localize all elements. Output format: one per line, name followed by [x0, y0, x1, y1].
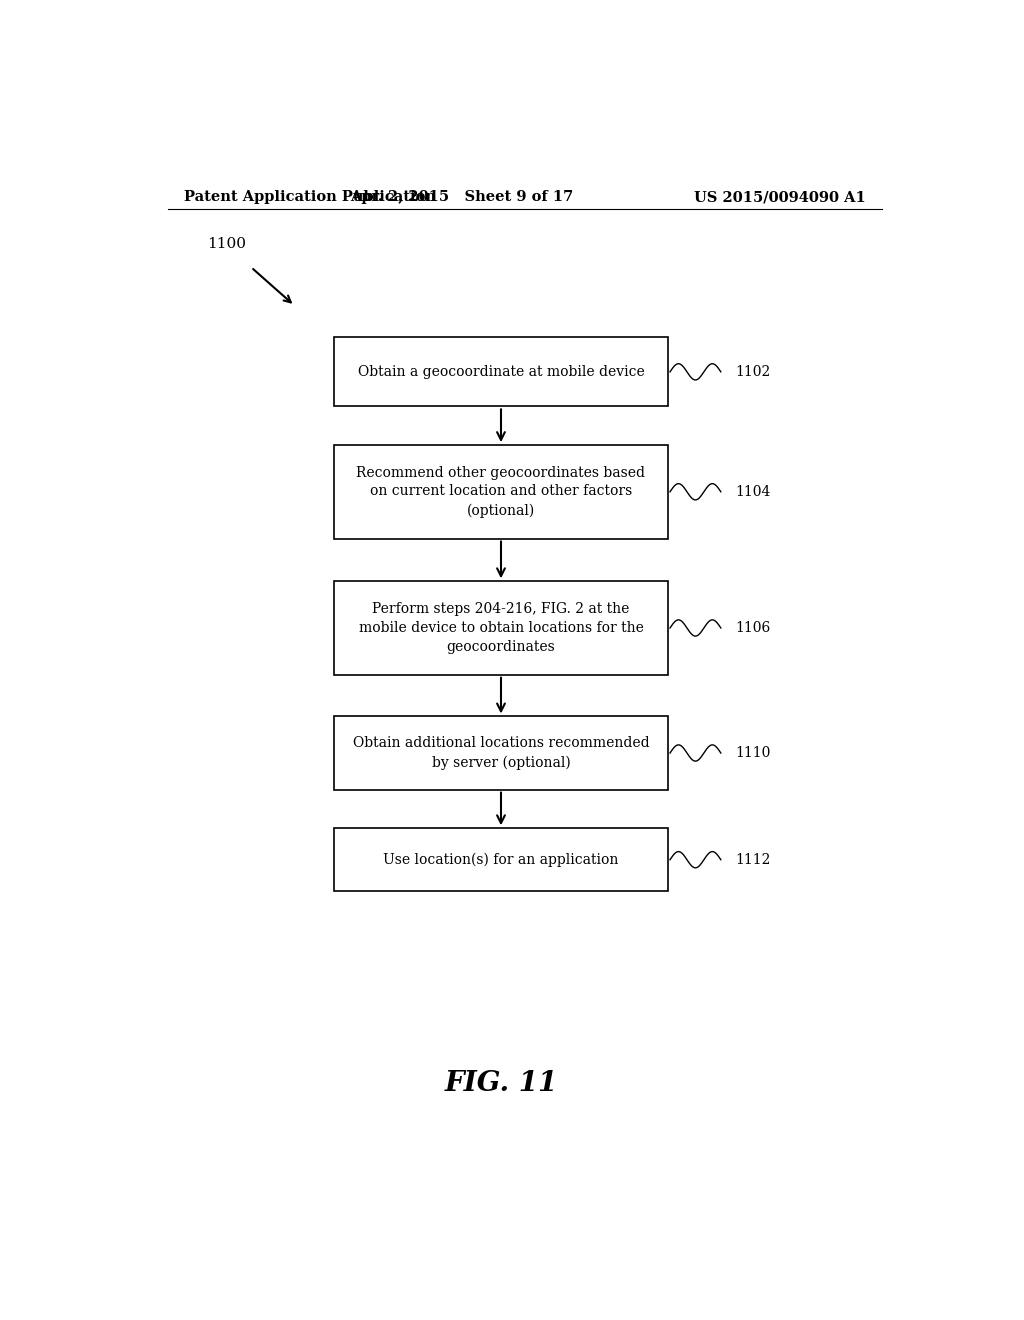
- Text: Apr. 2, 2015   Sheet 9 of 17: Apr. 2, 2015 Sheet 9 of 17: [349, 190, 573, 205]
- Bar: [334, 445, 668, 539]
- Text: FIG. 11: FIG. 11: [444, 1069, 558, 1097]
- Bar: [334, 828, 668, 891]
- Bar: [334, 581, 668, 675]
- Text: 1112: 1112: [735, 853, 770, 867]
- Text: Obtain a geocoordinate at mobile device: Obtain a geocoordinate at mobile device: [357, 364, 644, 379]
- Bar: [334, 717, 668, 789]
- Text: 1104: 1104: [735, 484, 770, 499]
- Text: 1106: 1106: [735, 620, 770, 635]
- Text: 1100: 1100: [207, 236, 247, 251]
- Bar: [334, 338, 668, 407]
- Text: 1102: 1102: [735, 364, 770, 379]
- Text: Use location(s) for an application: Use location(s) for an application: [383, 853, 618, 867]
- Text: Patent Application Publication: Patent Application Publication: [183, 190, 435, 205]
- Text: Obtain additional locations recommended
by server (optional): Obtain additional locations recommended …: [352, 737, 649, 770]
- Text: Perform steps 204-216, FIG. 2 at the
mobile device to obtain locations for the
g: Perform steps 204-216, FIG. 2 at the mob…: [358, 602, 643, 653]
- Text: Recommend other geocoordinates based
on current location and other factors
(opti: Recommend other geocoordinates based on …: [356, 466, 645, 517]
- Text: US 2015/0094090 A1: US 2015/0094090 A1: [694, 190, 866, 205]
- Text: 1110: 1110: [735, 746, 770, 760]
